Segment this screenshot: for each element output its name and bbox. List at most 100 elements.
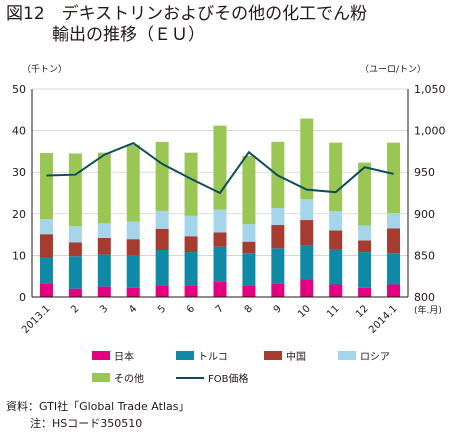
bar-segment-3 xyxy=(126,287,140,297)
x-tick-label: 6 xyxy=(185,303,197,315)
right-axis-tick-label: 950 xyxy=(414,166,435,179)
bar-segment-5 xyxy=(184,215,198,237)
right-axis-tick-label: 900 xyxy=(414,208,435,221)
bar-segment-11 xyxy=(358,240,372,253)
right-axis-tick-label: 1,000 xyxy=(414,125,446,138)
bar-segment-1 xyxy=(68,242,82,257)
x-tick-label: 10 xyxy=(296,303,313,320)
right-axis-unit-label: （ユーロ/トン） xyxy=(360,65,427,75)
left-axis-tick-label: 10 xyxy=(12,249,26,262)
x-tick-label: 12 xyxy=(354,303,371,320)
bar-segment-8 xyxy=(271,207,285,226)
bar-segment-3 xyxy=(126,239,140,256)
x-tick-label: 11 xyxy=(325,303,342,320)
bar-segment-9 xyxy=(300,245,314,280)
legend-item: FOB価格 xyxy=(176,370,248,385)
left-axis-tick-label: 40 xyxy=(12,125,26,138)
legend-item: ロシア xyxy=(338,348,390,363)
bar-segment-6 xyxy=(213,125,227,210)
left-axis-tick-label: 20 xyxy=(12,208,26,221)
bar-segment-5 xyxy=(184,236,198,253)
bar-segment-7 xyxy=(242,241,256,254)
bar-segment-3 xyxy=(126,255,140,288)
chart-area: 0 10 20 30 40 50 800 850 900 950 1,000 1,050 2013.1 2… xyxy=(12,83,446,336)
note-line: 注：HSコード350510 xyxy=(30,417,143,430)
legend-item: その他 xyxy=(92,370,144,385)
source-note: 資料：GTI社「Global Trade Atlas」 注：HSコード35051… xyxy=(6,398,189,432)
bar-segment-10 xyxy=(329,284,343,297)
bar-segment-7 xyxy=(242,155,256,225)
x-tick-label: 7 xyxy=(214,303,226,315)
legend-swatch xyxy=(338,351,356,360)
bar-segment-2 xyxy=(97,152,111,224)
legend-swatch xyxy=(92,373,110,382)
legend-item: 中国 xyxy=(264,348,306,363)
bar-segment-2 xyxy=(97,237,111,255)
bar-segment-8 xyxy=(271,225,285,249)
legend-label: 中国 xyxy=(286,352,306,363)
bar-segment-12 xyxy=(387,284,401,297)
bar-segment-11 xyxy=(358,287,372,297)
legend-label: FOB価格 xyxy=(208,374,249,385)
bar-segment-4 xyxy=(155,228,169,250)
legend-swatch xyxy=(92,351,110,360)
bar-segment-6 xyxy=(213,246,227,282)
left-axis-tick-label: 0 xyxy=(19,291,26,304)
bar-segment-2 xyxy=(97,223,111,238)
bar-segment-10 xyxy=(329,142,343,212)
x-tick-label: 2014.1 xyxy=(367,303,400,336)
legend-label: ロシア xyxy=(360,352,390,363)
bar-segment-2 xyxy=(97,286,111,297)
legend-label: トルコ xyxy=(198,352,228,363)
chart-title-line1: 図12 デキストリンおよびその他の化工でん粉 xyxy=(6,4,368,24)
legend-swatch xyxy=(176,376,204,379)
legend-item: トルコ xyxy=(176,348,228,363)
bar-segment-11 xyxy=(358,252,372,288)
bar-segment-5 xyxy=(184,285,198,297)
bar-segment-1 xyxy=(68,226,82,243)
x-tick-label: 2 xyxy=(69,303,81,315)
legend-label: その他 xyxy=(114,374,144,385)
bar-segment-9 xyxy=(300,279,314,297)
bar-segment-4 xyxy=(155,249,169,286)
bar-segment-0 xyxy=(39,219,53,235)
x-axis-unit-label: (年.月) xyxy=(414,304,442,316)
bar-segment-6 xyxy=(213,232,227,247)
left-axis-tick-label: 50 xyxy=(12,83,26,96)
bar-segment-0 xyxy=(39,283,53,297)
x-tick-label: 4 xyxy=(127,303,139,315)
legend-item: 日本 xyxy=(92,348,134,363)
bar-segment-0 xyxy=(39,234,53,258)
legend-swatch xyxy=(264,351,282,360)
bar-segment-8 xyxy=(271,283,285,297)
bar-segment-7 xyxy=(242,285,256,297)
legend-swatch xyxy=(176,351,194,360)
chart-title-line2: 輸出の推移（ＥＵ） xyxy=(52,25,205,45)
bar-segment-7 xyxy=(242,253,256,286)
bar-segment-1 xyxy=(68,288,82,297)
bar-segment-5 xyxy=(184,252,198,286)
bar-segment-10 xyxy=(329,211,343,231)
bar-segment-9 xyxy=(300,118,314,200)
bar-segment-4 xyxy=(155,285,169,297)
x-tick-label: 2013.1 xyxy=(20,303,53,336)
right-axis-tick-label: 800 xyxy=(414,291,435,304)
bar-segment-12 xyxy=(387,142,401,213)
bar-segment-4 xyxy=(155,210,169,229)
bar-segment-10 xyxy=(329,249,343,285)
bar-segment-6 xyxy=(213,281,227,297)
x-tick-label: 5 xyxy=(156,303,168,315)
bar-segment-5 xyxy=(184,152,198,216)
bar-segment-11 xyxy=(358,162,372,226)
x-tick-label: 3 xyxy=(98,303,110,315)
bar-segment-9 xyxy=(300,199,314,221)
x-tick-label: 8 xyxy=(243,303,255,315)
legend-label: 日本 xyxy=(114,352,134,363)
bar-segment-3 xyxy=(126,221,140,240)
bar-segment-12 xyxy=(387,253,401,285)
bar-segment-6 xyxy=(213,209,227,233)
bar-segment-4 xyxy=(155,141,169,211)
bar-segment-11 xyxy=(358,225,372,241)
bar-segment-2 xyxy=(97,254,111,287)
bar-segment-12 xyxy=(387,212,401,229)
